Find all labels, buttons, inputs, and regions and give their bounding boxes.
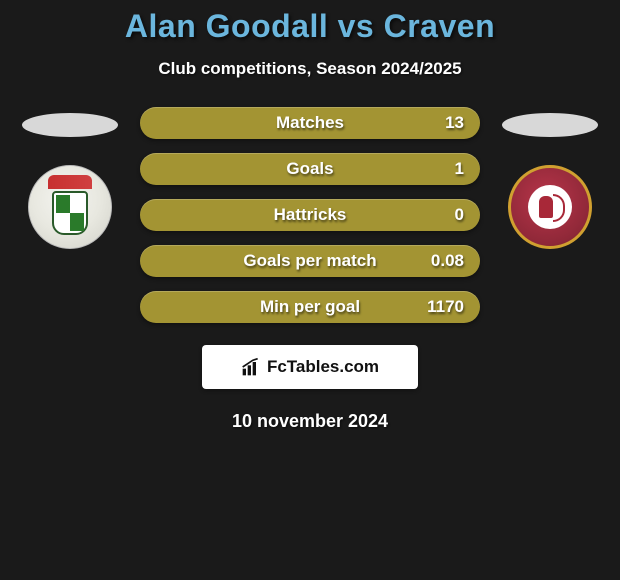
brand-watermark: FcTables.com <box>202 345 418 389</box>
stat-label: Matches <box>140 113 480 133</box>
ellipse-highlight-right <box>502 113 598 137</box>
stat-label: Goals <box>140 159 480 179</box>
archer-icon <box>528 185 572 229</box>
brand-text: FcTables.com <box>267 357 379 377</box>
bar-chart-icon <box>241 357 261 377</box>
stat-bar-min-per-goal: Min per goal 1170 <box>140 291 480 323</box>
stat-value: 1170 <box>427 297 464 317</box>
left-club-column <box>10 107 130 249</box>
ellipse-highlight-left <box>22 113 118 137</box>
page-title: Alan Goodall vs Craven <box>0 8 620 45</box>
stat-bar-matches: Matches 13 <box>140 107 480 139</box>
left-club-badge <box>28 165 112 249</box>
stat-value: 0.08 <box>431 251 464 271</box>
stats-bars: Matches 13 Goals 1 Hattricks 0 Goals per… <box>130 107 490 323</box>
comparison-card: Alan Goodall vs Craven Club competitions… <box>0 0 620 432</box>
crest-icon <box>40 177 100 237</box>
date-text: 10 november 2024 <box>0 411 620 432</box>
subtitle: Club competitions, Season 2024/2025 <box>0 59 620 79</box>
right-club-column <box>490 107 610 249</box>
right-club-badge <box>508 165 592 249</box>
stat-bar-goals-per-match: Goals per match 0.08 <box>140 245 480 277</box>
stat-value: 1 <box>455 159 464 179</box>
stat-value: 0 <box>455 205 464 225</box>
stat-label: Hattricks <box>140 205 480 225</box>
stat-bar-hattricks: Hattricks 0 <box>140 199 480 231</box>
main-row: Matches 13 Goals 1 Hattricks 0 Goals per… <box>0 107 620 323</box>
stat-label: Goals per match <box>140 251 480 271</box>
stat-bar-goals: Goals 1 <box>140 153 480 185</box>
stat-value: 13 <box>445 113 464 133</box>
